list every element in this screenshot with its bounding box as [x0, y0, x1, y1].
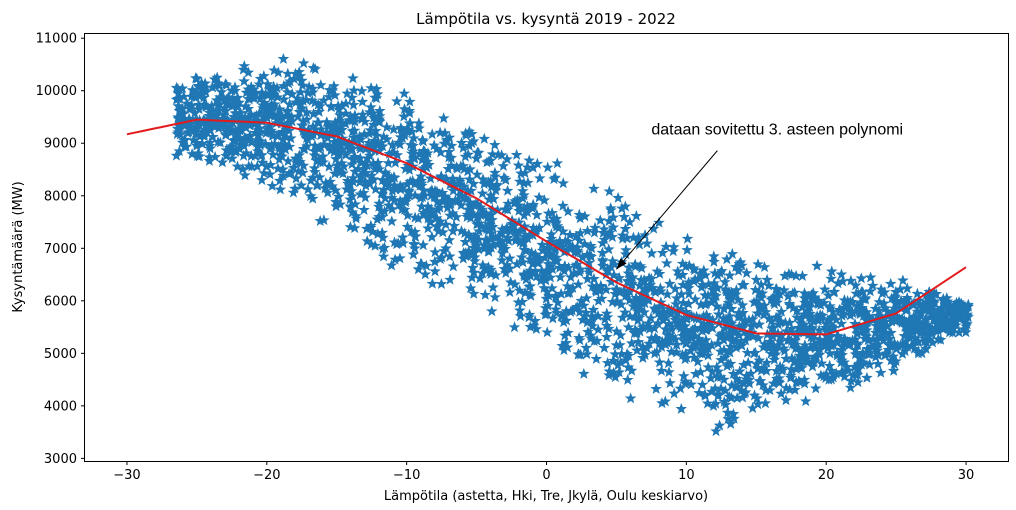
x-ticks: −30 −20 −10 0 10 20 30	[113, 461, 974, 483]
annotation-arrowhead	[616, 258, 627, 270]
x-axis-title: Lämpötila (astetta, Hki, Tre, Jkylä, Oul…	[384, 489, 708, 504]
y-tick-label: 3000	[44, 452, 77, 467]
x-tick-label: 0	[542, 468, 550, 483]
fit-curve	[126, 118, 967, 336]
x-tick-label: 10	[678, 468, 695, 483]
y-tick-label: 11000	[36, 32, 77, 47]
chart-title: Lämpötila vs. kysyntä 2019 - 2022	[416, 10, 676, 28]
y-tick-label: 10000	[36, 84, 77, 99]
y-tick-label: 5000	[44, 347, 77, 362]
y-axis-title: Kysyntämäärä (MW)	[11, 181, 26, 312]
y-tick-label: 9000	[44, 137, 77, 152]
x-tick-label: 30	[958, 468, 975, 483]
y-tick-label: 4000	[44, 399, 77, 414]
y-ticks: 3000 4000 5000 6000 7000 8000 9000 10000 11000	[36, 32, 85, 467]
annotation-text: dataan sovitettu 3. asteen polynomi	[651, 122, 903, 139]
y-tick-label: 7000	[44, 242, 77, 257]
x-tick-label: −10	[393, 468, 420, 483]
x-tick-label: −20	[253, 468, 280, 483]
x-tick-label: 20	[818, 468, 835, 483]
annotation-arrow-line	[616, 150, 718, 270]
x-tick-label: −30	[113, 468, 140, 483]
y-tick-label: 8000	[44, 189, 77, 204]
annotation-layer: dataan sovitettu 3. asteen polynomi	[616, 122, 903, 270]
y-tick-label: 6000	[44, 294, 77, 309]
fit-curve-layer	[126, 118, 967, 336]
